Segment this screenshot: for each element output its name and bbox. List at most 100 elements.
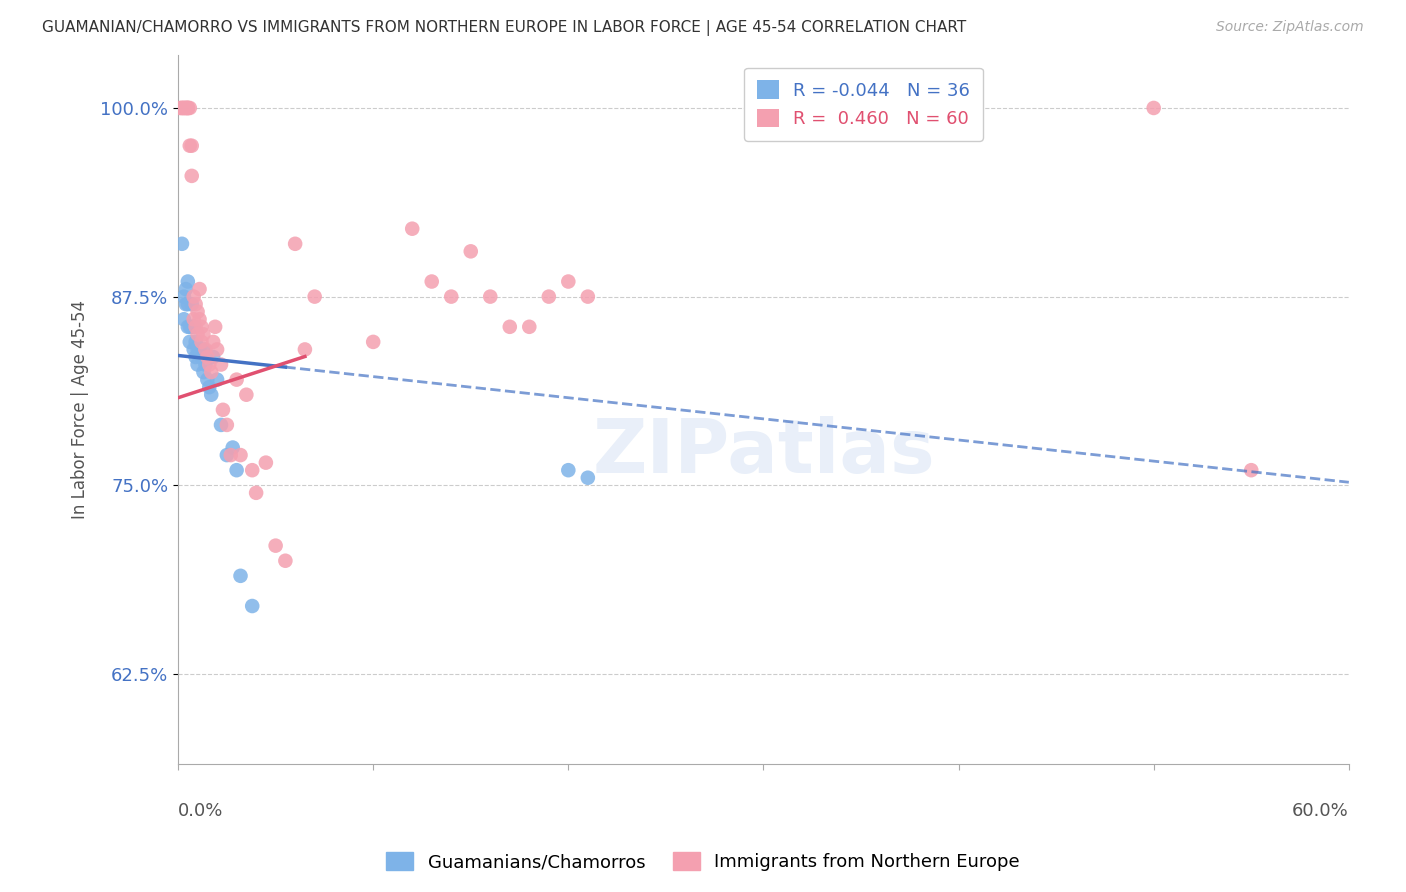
Point <box>1143 101 1166 115</box>
Point <box>190 334 212 349</box>
Y-axis label: In Labor Force | Age 45-54: In Labor Force | Age 45-54 <box>72 301 89 519</box>
Point <box>1240 463 1263 477</box>
Point <box>188 312 211 326</box>
Point <box>188 343 211 357</box>
Point <box>174 297 197 311</box>
Text: 0.0%: 0.0% <box>179 802 224 821</box>
Point <box>229 569 252 583</box>
Point <box>209 358 232 372</box>
Point <box>170 101 193 115</box>
Text: GUAMANIAN/CHAMORRO VS IMMIGRANTS FROM NORTHERN EUROPE IN LABOR FORCE | AGE 45-54: GUAMANIAN/CHAMORRO VS IMMIGRANTS FROM NO… <box>42 20 966 36</box>
Point <box>537 290 560 304</box>
Point <box>177 101 200 115</box>
Point <box>169 101 191 115</box>
Point <box>187 327 209 342</box>
Point <box>195 350 218 364</box>
Point <box>177 319 200 334</box>
Point <box>460 244 482 259</box>
Point <box>187 358 209 372</box>
Point <box>225 373 247 387</box>
Point <box>215 417 238 432</box>
Point <box>294 343 316 357</box>
Point <box>557 463 579 477</box>
Point <box>517 319 540 334</box>
Point <box>576 290 599 304</box>
Point <box>212 402 235 417</box>
Point <box>183 312 205 326</box>
Point <box>576 471 599 485</box>
Point <box>183 343 205 357</box>
Point <box>202 334 225 349</box>
Legend: Guamanians/Chamorros, Immigrants from Northern Europe: Guamanians/Chamorros, Immigrants from No… <box>380 845 1026 879</box>
Point <box>198 358 221 372</box>
Point <box>240 463 263 477</box>
Point <box>188 282 211 296</box>
Point <box>190 350 212 364</box>
Point <box>193 365 215 379</box>
Point <box>187 304 209 318</box>
Point <box>180 169 202 183</box>
Point <box>200 388 222 402</box>
Point <box>187 343 209 357</box>
Point <box>245 485 267 500</box>
Point <box>179 334 201 349</box>
Point <box>180 319 202 334</box>
Point <box>177 275 200 289</box>
Point <box>173 101 195 115</box>
Point <box>193 343 215 357</box>
Point <box>200 365 222 379</box>
Text: Source: ZipAtlas.com: Source: ZipAtlas.com <box>1216 20 1364 34</box>
Point <box>194 358 217 372</box>
Point <box>190 319 212 334</box>
Point <box>170 236 193 251</box>
Point <box>215 448 238 462</box>
Point <box>179 319 201 334</box>
Point <box>304 290 326 304</box>
Point <box>179 138 201 153</box>
Point <box>179 101 201 115</box>
Point <box>177 297 200 311</box>
Point <box>174 101 197 115</box>
Point <box>183 319 205 334</box>
Point <box>205 343 228 357</box>
Point <box>225 463 247 477</box>
Point <box>180 297 202 311</box>
Point <box>177 101 200 115</box>
Text: 60.0%: 60.0% <box>1292 802 1348 821</box>
Point <box>194 343 217 357</box>
Legend: R = -0.044   N = 36, R =  0.460   N = 60: R = -0.044 N = 36, R = 0.460 N = 60 <box>744 68 983 141</box>
Point <box>219 448 242 462</box>
Point <box>209 417 232 432</box>
Point <box>173 290 195 304</box>
Point <box>229 448 252 462</box>
Point <box>222 441 245 455</box>
Point <box>184 319 207 334</box>
Point <box>173 312 195 326</box>
Point <box>479 290 502 304</box>
Point <box>202 350 225 364</box>
Point <box>240 599 263 613</box>
Point <box>173 101 195 115</box>
Point <box>177 101 200 115</box>
Point <box>193 327 215 342</box>
Point <box>420 275 443 289</box>
Point <box>557 275 579 289</box>
Point <box>174 282 197 296</box>
Point <box>401 221 423 235</box>
Point <box>198 380 221 394</box>
Point <box>183 290 205 304</box>
Point <box>195 373 218 387</box>
Point <box>180 138 202 153</box>
Point <box>254 456 277 470</box>
Point <box>204 319 226 334</box>
Point <box>284 236 307 251</box>
Point <box>184 350 207 364</box>
Point <box>184 334 207 349</box>
Point <box>205 373 228 387</box>
Point <box>440 290 463 304</box>
Point <box>499 319 522 334</box>
Point <box>184 297 207 311</box>
Point <box>274 554 297 568</box>
Point <box>264 539 287 553</box>
Point <box>170 101 193 115</box>
